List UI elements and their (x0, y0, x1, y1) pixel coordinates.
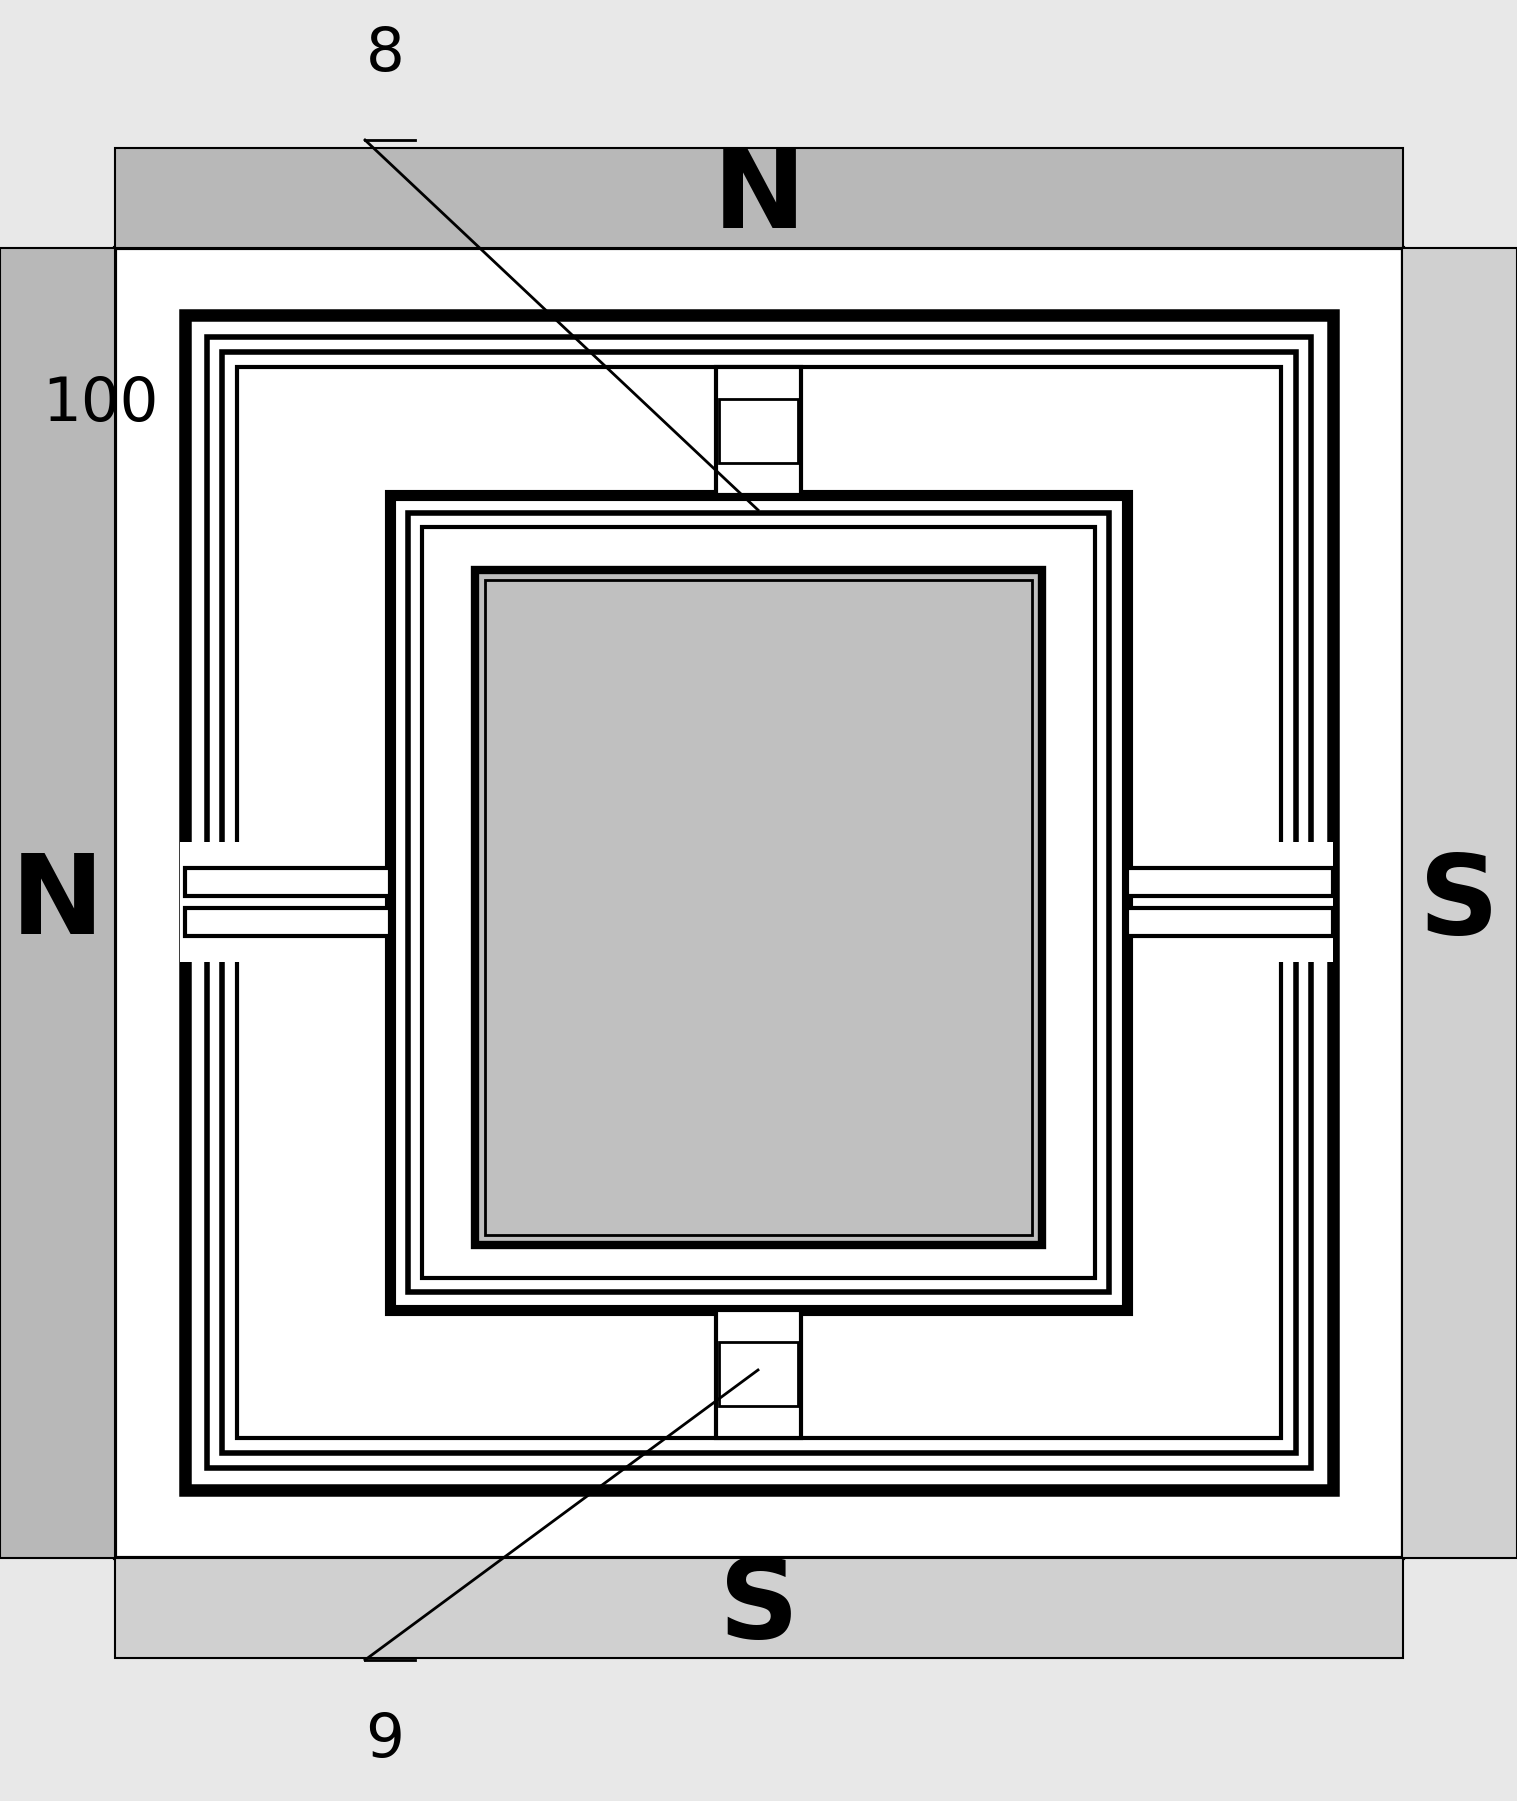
Bar (719, 400, 798, 463)
Text: 9: 9 (366, 1711, 405, 1770)
Bar (1164, 843, 1333, 962)
Bar (716, 1309, 801, 1437)
Bar (185, 908, 390, 937)
Bar (115, 249, 1403, 1558)
Bar (221, 351, 1296, 1453)
Text: N: N (11, 850, 103, 956)
Bar (185, 315, 1333, 1489)
Bar (1127, 908, 1333, 937)
Text: 100: 100 (42, 375, 158, 434)
Bar (0, 249, 115, 1558)
Bar (1402, 249, 1517, 1558)
Bar (716, 367, 801, 495)
Bar (485, 580, 1032, 1235)
Bar (475, 569, 1042, 1244)
Bar (115, 1558, 1403, 1659)
Bar (115, 148, 1403, 249)
Text: S: S (719, 1554, 799, 1662)
Bar (181, 843, 350, 962)
Bar (408, 513, 1109, 1291)
Bar (206, 337, 1311, 1468)
Text: S: S (1418, 850, 1499, 956)
Text: 8: 8 (366, 25, 405, 85)
Text: N: N (713, 144, 806, 252)
Bar (1127, 868, 1333, 897)
Bar (422, 528, 1095, 1279)
Bar (237, 367, 1280, 1437)
Bar (719, 1342, 798, 1407)
Bar (390, 495, 1127, 1309)
Bar (185, 868, 390, 897)
